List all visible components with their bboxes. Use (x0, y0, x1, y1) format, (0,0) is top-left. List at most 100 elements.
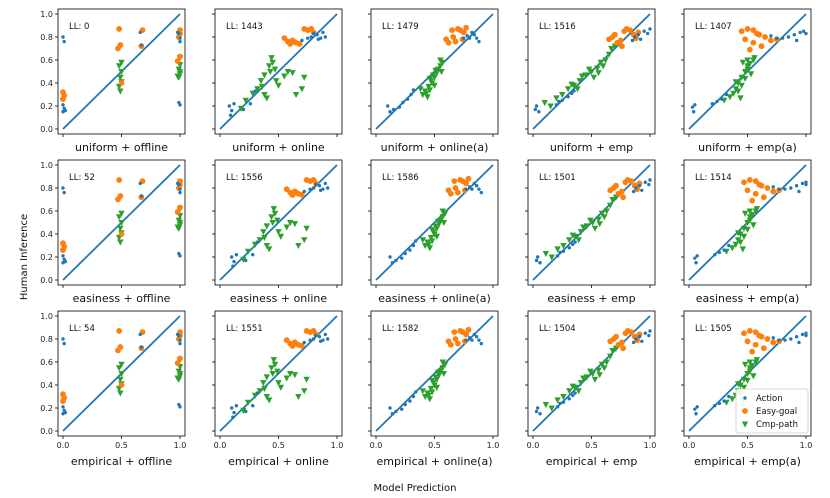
point-action (227, 104, 232, 108)
point-cmp-path (737, 239, 744, 246)
point-cmp-path (430, 72, 437, 79)
point-cmp-path (117, 376, 124, 383)
point-easy-goal (452, 336, 459, 342)
point-easy-goal (752, 190, 759, 197)
point-cmp-path (271, 210, 279, 217)
panel-title: empirical + offline (71, 455, 173, 468)
point-cmp-path (425, 241, 432, 248)
point-action (251, 404, 255, 408)
y-tick-label: 1.0 (40, 10, 53, 19)
point-cmp-path (580, 224, 587, 231)
y-tick-label: 1.0 (40, 161, 53, 170)
point-action (464, 338, 468, 342)
point-action (538, 261, 542, 265)
point-action (314, 182, 318, 187)
y-tick-label: 0.0 (40, 427, 53, 436)
point-cmp-path (417, 86, 424, 93)
point-cmp-path (548, 405, 555, 412)
point-action (560, 98, 564, 102)
point-cmp-path (425, 392, 432, 399)
point-action (777, 338, 781, 342)
panel-title: uniform + offline (75, 141, 168, 154)
y-tick-label: 0.8 (40, 33, 53, 42)
point-action (230, 406, 234, 410)
point-cmp-path (303, 376, 310, 383)
point-cmp-path (268, 55, 275, 62)
point-action (470, 30, 474, 35)
point-action (177, 402, 181, 407)
point-action (637, 184, 642, 188)
point-action (325, 337, 330, 341)
point-action (477, 338, 481, 342)
ll-annotation: LL: 1407 (695, 22, 732, 32)
point-cmp-path (258, 83, 266, 90)
point-easy-goal (116, 177, 123, 183)
point-action (769, 34, 773, 38)
point-action (783, 338, 787, 342)
point-cmp-path (746, 359, 754, 366)
point-action (743, 396, 747, 400)
point-easy-goal (61, 243, 68, 250)
point-action (474, 335, 479, 339)
point-cmp-path (421, 393, 429, 401)
point-cmp-path (560, 393, 567, 401)
point-action (228, 113, 233, 117)
panel-title: easiness + online (230, 292, 327, 305)
point-action (139, 194, 144, 198)
point-action (177, 100, 181, 105)
point-cmp-path (609, 196, 616, 204)
point-action (800, 332, 805, 337)
point-cmp-path (580, 375, 587, 382)
point-easy-goal (177, 53, 183, 60)
point-cmp-path (283, 224, 290, 231)
ll-annotation: LL: 54 (69, 324, 95, 334)
point-cmp-path (548, 254, 555, 261)
ll-annotation: LL: 1479 (382, 22, 419, 32)
point-cmp-path (261, 72, 268, 79)
point-cmp-path (603, 208, 610, 215)
point-cmp-path (275, 82, 282, 89)
point-cmp-path (277, 384, 285, 391)
point-cmp-path (174, 224, 181, 231)
point-cmp-path (744, 377, 751, 384)
point-action (464, 187, 468, 191)
point-cmp-path (566, 388, 573, 395)
point-cmp-path (427, 234, 435, 241)
point-cmp-path (587, 217, 594, 224)
point-action (633, 35, 637, 39)
point-cmp-path (560, 242, 567, 250)
panel-7: LL: 1556 easiness + online (212, 159, 343, 305)
point-action (388, 406, 392, 410)
point-action (647, 333, 651, 338)
point-action (178, 338, 182, 342)
x-tick-label: 0.5 (272, 441, 285, 450)
point-action (691, 110, 696, 114)
point-cmp-path (301, 237, 308, 244)
point-cmp-path (744, 226, 751, 233)
panel-3: LL: 1479 uniform + online(a) (368, 8, 499, 154)
point-easy-goal (465, 175, 472, 182)
point-action (694, 261, 698, 265)
point-action (724, 92, 729, 97)
point-cmp-path (595, 70, 602, 77)
point-cmp-path (750, 373, 757, 380)
point-action (800, 181, 805, 186)
point-cmp-path (431, 82, 438, 89)
point-cmp-path (439, 365, 446, 372)
point-cmp-path (577, 229, 585, 236)
point-cmp-path (432, 223, 439, 230)
point-action (472, 332, 476, 337)
y-tick-label: 0.6 (40, 207, 53, 216)
point-action (388, 255, 392, 259)
point-cmp-path (440, 219, 448, 227)
point-easy-goal (770, 188, 777, 195)
panel-2: LL: 1443 uniform + online (212, 8, 343, 154)
point-easy-goal (738, 28, 745, 35)
point-cmp-path (597, 59, 605, 66)
point-easy-goal (451, 178, 458, 185)
point-easy-goal (174, 209, 181, 216)
point-cmp-path (542, 250, 550, 258)
point-easy-goal (118, 80, 125, 86)
panel-title: empirical + emp(a) (694, 455, 801, 468)
point-easy-goal (744, 26, 751, 32)
